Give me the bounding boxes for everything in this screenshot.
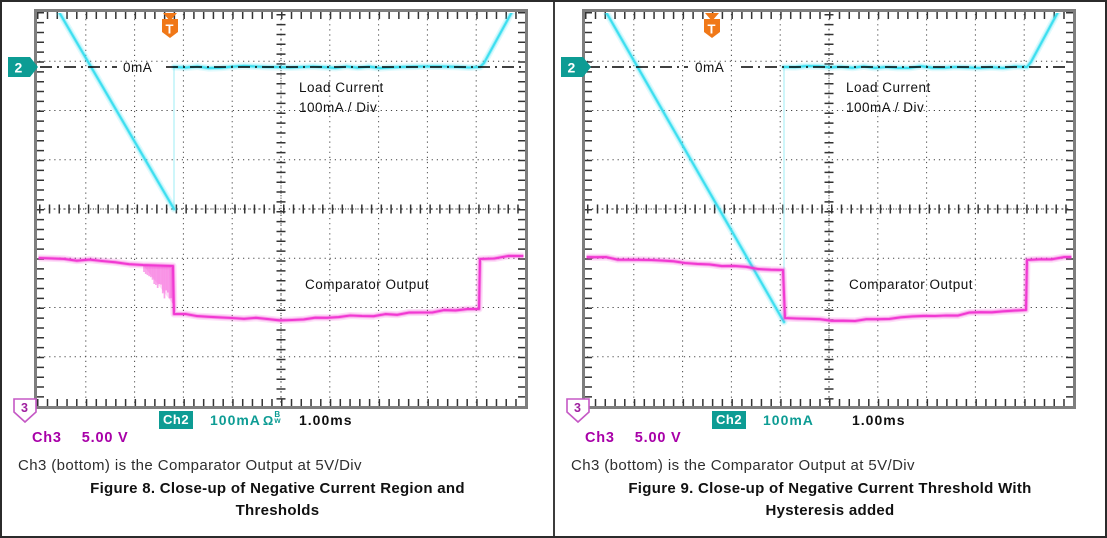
trigger-arrow-icon	[163, 13, 177, 21]
figure-caption-line1: Figure 8. Close-up of Negative Current R…	[90, 480, 465, 497]
figure-caption-line2: Hysteresis added	[765, 501, 895, 519]
trace-annotation: Comparator Output	[849, 277, 973, 292]
ch3-comparator-trace	[586, 255, 1072, 323]
trigger-arrow-icon	[705, 13, 719, 21]
ch2-scale-readout: 100mA	[763, 412, 817, 428]
ch3-comparator-trace	[38, 254, 524, 322]
ch3-scale-value: 5.00 V	[81, 430, 129, 446]
figure-caption: Figure 8. Close-up of Negative Current R…	[2, 478, 553, 522]
figure-caption: Figure 9. Close-up of Negative Current T…	[555, 478, 1105, 522]
ch2-load-current-trace	[172, 13, 513, 70]
ch3-channel-label: Ch3	[32, 430, 62, 446]
trace-annotation: 100mA / Div	[299, 100, 377, 115]
timebase-readout: 1.00ms	[852, 412, 906, 428]
oscilloscope-display-fig9: 0mA Load Current 100mA / Div Comparator Out…	[561, 9, 1076, 424]
figure-caption-line1: Figure 9. Close-up of Negative Current T…	[628, 480, 1032, 497]
trace-annotation: Load Current	[846, 80, 931, 95]
panel-figure-9: 0mA Load Current 100mA / Div Comparator Out…	[553, 2, 1105, 536]
ch2-scale-value: 100mA	[763, 412, 814, 428]
ch2-load-current-trace	[170, 13, 516, 72]
trigger-t-symbol: T	[166, 22, 174, 37]
ch3-scale-value: 5.00 V	[634, 430, 682, 446]
ch3-ground-marker	[566, 398, 590, 424]
ch2-marker-number: 2	[15, 60, 23, 76]
ch2-position-marker	[561, 57, 591, 77]
ch3-scale-readout: Ch3 5.00 V	[585, 430, 682, 446]
trace-annotation: 100mA / Div	[846, 100, 924, 115]
trace-annotation: Comparator Output	[305, 277, 429, 292]
figure-caption-line2: Thresholds	[235, 501, 320, 519]
ch3-ground-marker	[13, 398, 37, 424]
oscilloscope-display-fig8: 0mA Load Current 100mA / Div Comparator Out…	[8, 9, 528, 424]
ch2-load-current-trace	[605, 13, 786, 324]
ohm-coupling-icon: Ω	[262, 413, 274, 428]
trace-annotation: Load Current	[299, 80, 384, 95]
bandwidth-limit-top: B	[274, 410, 281, 419]
ch3-marker-number: 3	[21, 401, 28, 415]
figure-note: Ch3 (bottom) is the Comparator Output at…	[18, 457, 362, 474]
trigger-flag-icon	[162, 19, 178, 38]
ch3-scale-readout: Ch3 5.00 V	[32, 430, 129, 446]
ch2-load-current-trace	[782, 13, 1060, 70]
figure-note: Ch3 (bottom) is the Comparator Output at…	[571, 457, 915, 474]
ch2-load-current-trace	[780, 13, 1062, 72]
zero-ma-label: 0mA	[123, 60, 152, 75]
ch2-load-current-trace	[782, 13, 1059, 70]
bandwidth-limit-bottom: w	[274, 416, 281, 426]
graticule-border	[582, 9, 1076, 409]
ch2-load-current-trace	[58, 13, 176, 211]
ch2-load-current-trace	[172, 13, 514, 71]
zero-ma-label: 0mA	[695, 60, 724, 75]
ch2-channel-badge: Ch2	[159, 411, 194, 429]
ch2-scale-value: 100mA	[210, 412, 261, 428]
ch2-position-marker	[8, 57, 38, 77]
ch3-channel-label: Ch3	[585, 430, 615, 446]
trigger-flag-icon	[704, 19, 720, 38]
ch2-channel-badge: Ch2	[712, 411, 747, 429]
graticule-border	[34, 9, 528, 409]
timebase-readout: 1.00ms	[299, 412, 353, 428]
ch3-marker-number: 3	[574, 401, 581, 415]
ch2-marker-number: 2	[568, 60, 576, 76]
trigger-t-symbol: T	[708, 22, 716, 37]
panel-figure-8: 0mA Load Current 100mA / Div Comparator Out…	[2, 2, 553, 536]
